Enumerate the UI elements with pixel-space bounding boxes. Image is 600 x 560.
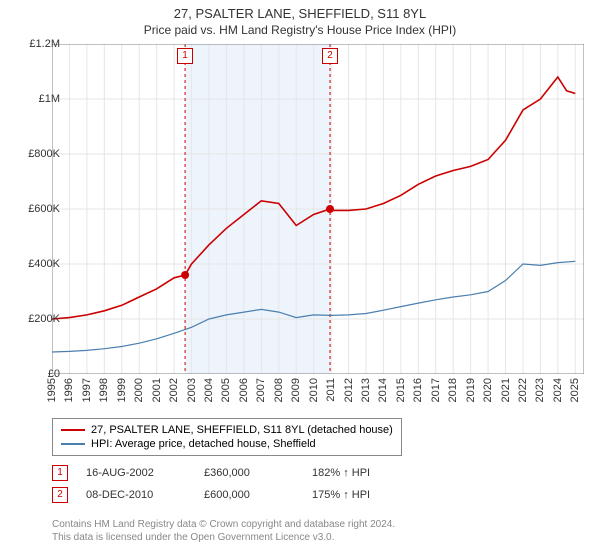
sales-price: £600,000 [204,489,294,501]
legend-swatch [61,429,85,431]
sales-row: 1 16-AUG-2002 £360,000 182% ↑ HPI [52,462,412,484]
sale-marker-2: 2 [322,48,338,64]
chart-subtitle: Price paid vs. HM Land Registry's House … [0,23,600,41]
x-tick-label: 2024 [552,378,564,402]
x-tick-label: 2001 [151,378,163,402]
y-tick-label: £1M [39,93,60,105]
chart-svg [52,44,584,374]
x-tick-label: 1997 [81,378,93,402]
sales-row: 2 08-DEC-2010 £600,000 175% ↑ HPI [52,484,412,506]
x-tick-label: 2002 [168,378,180,402]
x-tick-label: 1995 [46,378,58,402]
x-tick-label: 2025 [569,378,581,402]
x-tick-label: 2008 [273,378,285,402]
x-tick-label: 2023 [534,378,546,402]
x-tick-label: 2017 [430,378,442,402]
sales-pct: 182% ↑ HPI [312,467,412,479]
sale-marker-1: 1 [177,48,193,64]
legend-item: 27, PSALTER LANE, SHEFFIELD, S11 8YL (de… [61,423,393,437]
y-tick-label: £800K [28,148,60,160]
x-tick-label: 2010 [308,378,320,402]
legend-item: HPI: Average price, detached house, Shef… [61,437,393,451]
x-tick-label: 2014 [377,378,389,402]
x-tick-label: 1998 [98,378,110,402]
sales-date: 16-AUG-2002 [86,467,186,479]
x-tick-label: 2009 [290,378,302,402]
x-tick-label: 2016 [412,378,424,402]
x-tick-label: 2022 [517,378,529,402]
x-tick-label: 2007 [255,378,267,402]
chart-title: 27, PSALTER LANE, SHEFFIELD, S11 8YL [0,0,600,23]
x-tick-label: 2013 [360,378,372,402]
legend-label: 27, PSALTER LANE, SHEFFIELD, S11 8YL (de… [91,424,393,436]
x-tick-label: 2018 [447,378,459,402]
footer-line-1: Contains HM Land Registry data © Crown c… [52,518,395,531]
y-tick-label: £1.2M [29,38,60,50]
x-tick-label: 2004 [203,378,215,402]
legend: 27, PSALTER LANE, SHEFFIELD, S11 8YL (de… [52,418,402,456]
sales-table: 1 16-AUG-2002 £360,000 182% ↑ HPI 2 08-DEC-20… [52,462,412,506]
sales-pct: 175% ↑ HPI [312,489,412,501]
chart-area [52,44,584,374]
footer-text: Contains HM Land Registry data © Crown c… [52,518,395,544]
x-tick-label: 2019 [465,378,477,402]
x-tick-label: 1996 [63,378,75,402]
sales-date: 08-DEC-2010 [86,489,186,501]
x-tick-label: 1999 [116,378,128,402]
x-tick-label: 2015 [395,378,407,402]
sales-marker-box: 1 [52,465,68,481]
x-tick-label: 2000 [133,378,145,402]
y-tick-label: £200K [28,313,60,325]
x-tick-label: 2012 [343,378,355,402]
y-tick-label: £400K [28,258,60,270]
legend-swatch [61,443,85,445]
x-tick-label: 2021 [500,378,512,402]
x-tick-label: 2003 [186,378,198,402]
sales-price: £360,000 [204,467,294,479]
footer-line-2: This data is licensed under the Open Gov… [52,531,395,544]
y-tick-label: £600K [28,203,60,215]
legend-label: HPI: Average price, detached house, Shef… [91,438,316,450]
chart-container: 27, PSALTER LANE, SHEFFIELD, S11 8YL Pri… [0,0,600,560]
x-tick-label: 2005 [220,378,232,402]
x-tick-label: 2006 [238,378,250,402]
sales-marker-box: 2 [52,487,68,503]
x-tick-label: 2011 [325,378,337,402]
x-tick-label: 2020 [482,378,494,402]
